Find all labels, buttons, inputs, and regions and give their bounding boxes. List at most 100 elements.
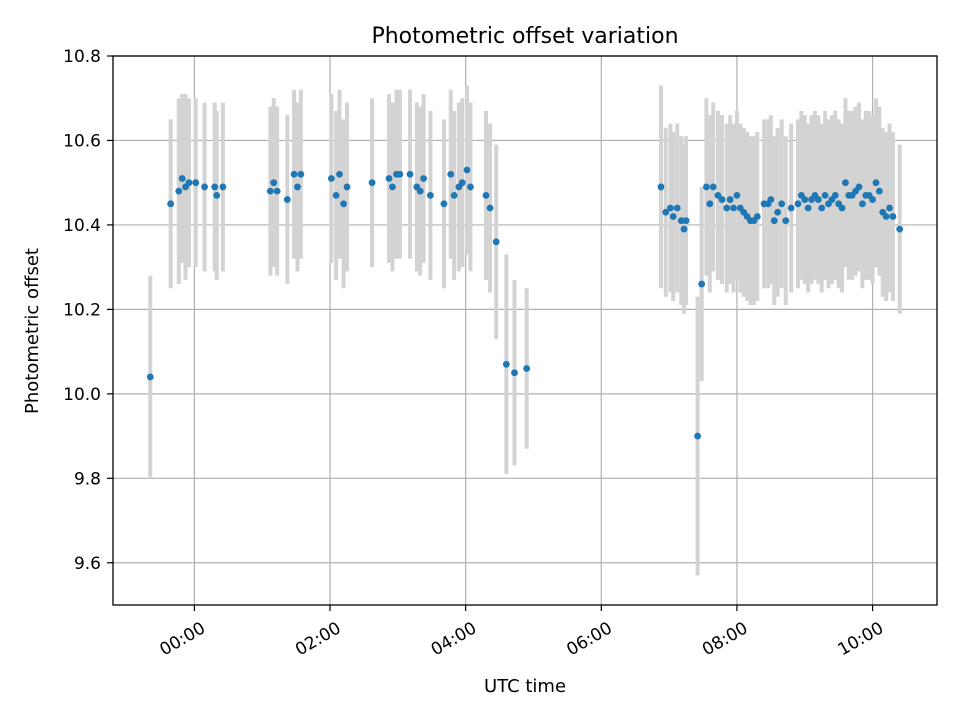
data-point xyxy=(343,183,351,191)
data-point xyxy=(416,187,424,195)
y-tick-label: 10.6 xyxy=(63,131,101,151)
data-point xyxy=(447,170,455,178)
data-point xyxy=(677,217,685,225)
data-point xyxy=(673,204,681,212)
data-points xyxy=(146,166,904,440)
data-point xyxy=(368,179,376,187)
data-point xyxy=(869,196,876,203)
data-point xyxy=(838,204,846,212)
chart-title: Photometric offset variation xyxy=(371,24,678,49)
data-point xyxy=(680,225,688,233)
data-point xyxy=(294,183,301,191)
data-point xyxy=(669,213,677,220)
data-point xyxy=(482,191,490,199)
data-point xyxy=(332,191,340,199)
data-point xyxy=(858,200,866,208)
data-point xyxy=(502,360,510,368)
data-point xyxy=(440,200,448,208)
data-point xyxy=(667,204,674,212)
y-tick-label: 10.8 xyxy=(63,47,101,67)
data-point xyxy=(167,200,175,208)
data-point xyxy=(185,179,193,187)
data-point xyxy=(842,179,849,187)
data-point xyxy=(896,225,904,233)
y-tick-label: 9.6 xyxy=(74,554,101,574)
data-point xyxy=(709,183,717,191)
data-point xyxy=(801,196,809,203)
data-point xyxy=(682,217,690,225)
y-tick-label: 10.4 xyxy=(63,216,101,236)
data-point xyxy=(770,217,778,225)
data-point xyxy=(211,183,219,191)
data-point xyxy=(774,208,782,216)
data-point xyxy=(831,191,839,199)
data-point xyxy=(450,191,458,199)
data-point xyxy=(420,175,428,182)
data-point xyxy=(511,369,518,377)
data-point xyxy=(396,170,404,178)
data-point xyxy=(178,175,186,182)
data-point xyxy=(657,183,665,191)
data-point xyxy=(818,204,826,212)
data-point xyxy=(327,175,335,182)
data-point xyxy=(486,204,494,212)
data-point xyxy=(406,170,414,178)
data-point xyxy=(698,280,706,288)
data-point xyxy=(213,191,221,199)
data-point xyxy=(753,213,761,220)
data-point xyxy=(192,179,200,187)
data-point xyxy=(463,166,471,174)
data-point xyxy=(297,170,305,178)
data-point xyxy=(872,179,880,187)
data-point xyxy=(875,187,883,195)
data-point xyxy=(886,204,893,212)
data-point xyxy=(270,179,278,187)
data-point xyxy=(662,208,670,216)
data-point xyxy=(706,200,714,208)
y-tick-label: 10.0 xyxy=(63,385,101,405)
x-axis-label: UTC time xyxy=(484,676,566,697)
data-point xyxy=(385,175,393,182)
data-point xyxy=(814,196,822,203)
plot-area-frame xyxy=(112,55,938,606)
data-point xyxy=(804,204,812,212)
data-point xyxy=(273,187,281,195)
data-point xyxy=(458,179,466,187)
data-point xyxy=(201,183,208,191)
data-point xyxy=(889,213,897,220)
data-point xyxy=(782,217,790,225)
data-point xyxy=(726,196,734,203)
data-point xyxy=(787,204,795,212)
y-tick-label: 9.8 xyxy=(74,469,101,489)
data-point xyxy=(778,200,786,208)
data-point xyxy=(523,365,531,372)
data-point xyxy=(389,183,396,191)
data-point xyxy=(794,200,802,208)
data-point xyxy=(882,213,890,220)
data-point xyxy=(821,191,829,199)
data-point xyxy=(266,187,274,195)
data-point xyxy=(467,183,474,191)
data-point xyxy=(714,191,722,199)
data-point xyxy=(767,196,775,203)
data-point xyxy=(340,200,347,208)
data-point xyxy=(290,170,298,178)
data-point xyxy=(175,187,183,195)
data-point xyxy=(703,183,710,191)
data-point xyxy=(219,183,227,191)
data-point xyxy=(733,191,741,199)
data-point xyxy=(146,373,154,381)
data-point xyxy=(492,238,500,246)
data-point xyxy=(730,204,737,212)
data-point xyxy=(336,170,343,178)
data-point xyxy=(723,204,731,212)
data-point xyxy=(855,183,863,191)
y-axis-label: Photometric offset xyxy=(22,248,43,414)
data-point xyxy=(283,196,291,203)
data-point xyxy=(718,196,726,203)
y-tick-label: 10.2 xyxy=(63,300,101,320)
data-point xyxy=(426,191,434,199)
data-point xyxy=(694,432,701,440)
